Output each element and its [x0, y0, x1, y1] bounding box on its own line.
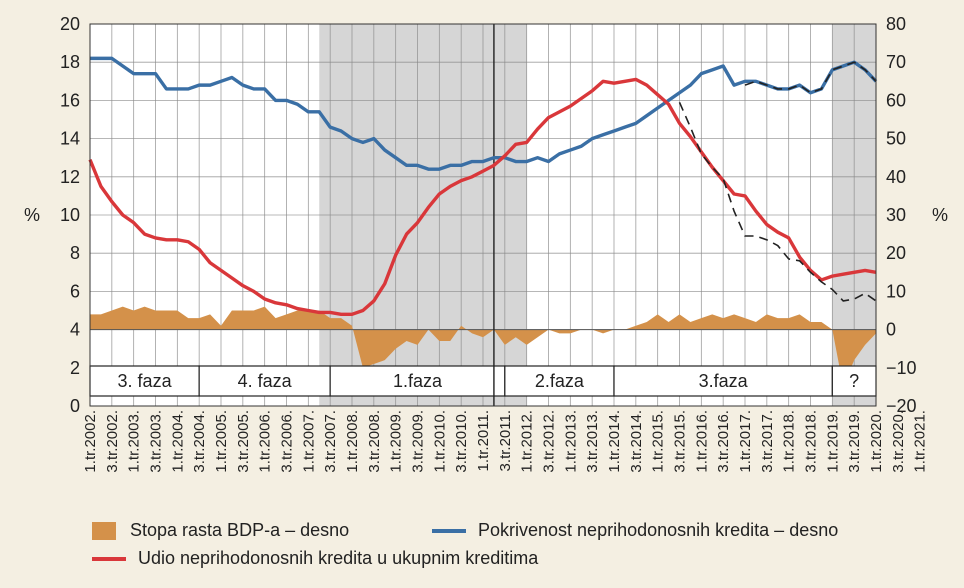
phase-box-2 [329, 365, 506, 397]
y-left-tick-label: 18 [60, 52, 80, 72]
x-tick-label: 3.tr.2020. [890, 410, 907, 473]
x-tick-label: 1.tr.2020. [868, 410, 885, 473]
x-tick-label: 3.tr.2017. [759, 410, 776, 473]
gdp-growth-area [90, 306, 876, 387]
phase-label-2: 1.faza [393, 371, 443, 391]
coverage-dashed-line [744, 61, 877, 94]
y-left-tick-label: 10 [60, 205, 80, 225]
x-tick-label: 3.tr.2002. [104, 410, 121, 473]
npl-share-line [88, 77, 877, 317]
x-tick-label: 3.tr.2012. [541, 410, 558, 473]
legend-npl-swatch [92, 556, 126, 561]
x-tick-label: 1.tr.2017. [737, 410, 754, 473]
x-tick-label: 1.tr.2015. [650, 410, 667, 473]
x-tick-label: 1.tr.2011. [475, 410, 492, 471]
phase-label-1: 4. faza [238, 371, 293, 391]
y-left-tick-label: 8 [70, 243, 80, 263]
x-tick-label: 3.tr.2015. [672, 410, 689, 473]
plot-border [89, 23, 877, 407]
npl-share-dashed-line [678, 101, 877, 302]
legend-coverage-swatch [432, 528, 466, 533]
y-left-tick-label: 4 [70, 320, 80, 340]
x-tick-label: 3.tr.2016. [715, 410, 732, 473]
legend-npl-share: Udio neprihodonosnih kredita u ukupnim k… [92, 548, 538, 569]
x-tick-label: 3.tr.2013. [584, 410, 601, 473]
phase-label-3: 2.faza [535, 371, 585, 391]
legend-gdp-swatch [92, 521, 116, 540]
x-tick-label: 1.tr.2005. [213, 410, 230, 473]
y-right-tick-label: 50 [886, 129, 906, 149]
y-right-tick-label: 0 [886, 320, 896, 340]
y-left-axis-label: % [24, 205, 40, 225]
x-tick-label: 1.tr.2006. [257, 410, 274, 473]
x-tick-label: 1.tr.2007. [300, 410, 317, 473]
x-tick-label: 3.tr.2006. [279, 410, 296, 473]
x-tick-label: 3.tr.2014. [628, 410, 645, 473]
y-right-tick-label: −10 [886, 358, 917, 378]
x-tick-label: 3.tr.2005. [235, 410, 252, 473]
x-tick-label: 3.tr.2008. [366, 410, 383, 473]
y-left-tick-label: 16 [60, 90, 80, 110]
phase-box-4 [613, 365, 833, 397]
x-tick-label: 1.tr.2018. [781, 410, 798, 473]
x-tick-label: 1.tr.2003. [126, 410, 143, 473]
legend-npl-label: Udio neprihodonosnih kredita u ukupnim k… [138, 548, 539, 568]
y-right-tick-label: 30 [886, 205, 906, 225]
legend-coverage: Pokrivenost neprihodonosnih kredita – de… [432, 520, 838, 541]
y-left-tick-label: 0 [70, 396, 80, 416]
y-left-tick-label: 12 [60, 167, 80, 187]
x-tick-label: 1.tr.2021. [912, 410, 929, 473]
x-tick-label: 1.tr.2008. [344, 410, 361, 473]
y-right-tick-label: −20 [886, 396, 917, 416]
x-tick-label: 1.tr.2009. [388, 410, 405, 473]
x-tick-label: 3.tr.2003. [148, 410, 165, 473]
legend-gdp: Stopa rasta BDP-a – desno [92, 520, 349, 541]
x-tick-label: 3.tr.2010. [453, 410, 470, 473]
y-left-tick-label: 14 [60, 129, 80, 149]
x-tick-label: 1.tr.2002. [82, 410, 99, 473]
y-right-tick-label: 70 [886, 52, 906, 72]
phase-label-5: ? [849, 371, 859, 391]
y-right-tick-label: 40 [886, 167, 906, 187]
x-tick-label: 1.tr.2013. [562, 410, 579, 473]
x-tick-label: 3.tr.2004. [191, 410, 208, 473]
y-right-tick-label: 20 [886, 243, 906, 263]
x-tick-label: 3.tr.2018. [803, 410, 820, 473]
legend-gdp-label: Stopa rasta BDP-a – desno [130, 520, 350, 540]
coverage-line [90, 56, 878, 171]
y-right-tick-label: 80 [886, 14, 906, 34]
x-tick-label: 1.tr.2014. [606, 410, 623, 473]
x-tick-label: 1.tr.2016. [693, 410, 710, 473]
x-tick-label: 1.tr.2019. [824, 410, 841, 473]
phase-label-4: 3.faza [699, 371, 749, 391]
x-tick-label: 3.tr.2007. [322, 410, 339, 473]
y-right-tick-label: 10 [886, 281, 906, 301]
x-tick-label: 1.tr.2012. [519, 410, 536, 473]
phase-label-0: 3. faza [118, 371, 173, 391]
x-tick-label: 1.tr.2010. [431, 410, 448, 473]
x-tick-label: 3.tr.2011. [497, 410, 514, 471]
y-left-tick-label: 6 [70, 281, 80, 301]
phase-box-5 [831, 365, 877, 397]
y-left-tick-label: 2 [70, 358, 80, 378]
legend-coverage-label: Pokrivenost neprihodonosnih kredita – de… [478, 520, 839, 540]
x-tick-label: 3.tr.2009. [410, 410, 427, 473]
y-right-tick-label: 60 [886, 90, 906, 110]
x-tick-label: 1.tr.2004. [169, 410, 186, 473]
phase-box-1 [198, 365, 331, 397]
x-tick-label: 3.tr.2019. [846, 410, 863, 473]
y-left-tick-label: 20 [60, 14, 80, 34]
phase-box-0 [89, 365, 200, 397]
y-right-axis-label: % [932, 205, 948, 225]
phase-box-3 [504, 365, 615, 397]
